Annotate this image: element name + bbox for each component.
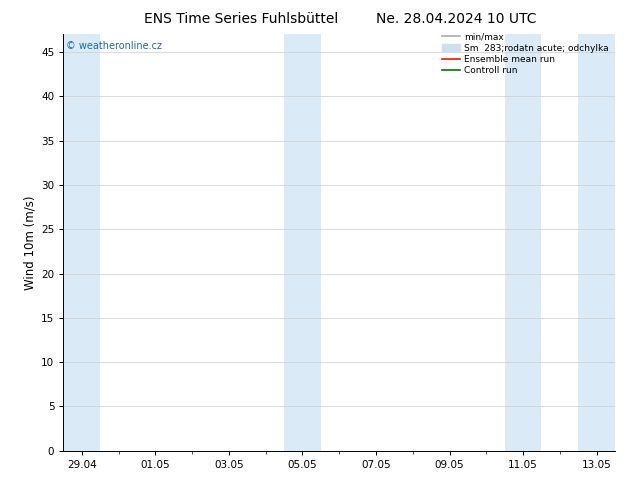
Bar	[578, 34, 615, 451]
Text: © weatheronline.cz: © weatheronline.cz	[66, 41, 162, 50]
Bar	[63, 34, 100, 451]
Y-axis label: Wind 10m (m/s): Wind 10m (m/s)	[24, 196, 37, 290]
Text: ENS Time Series Fuhlsbüttel: ENS Time Series Fuhlsbüttel	[144, 12, 338, 26]
Bar	[284, 34, 321, 451]
Text: Ne. 28.04.2024 10 UTC: Ne. 28.04.2024 10 UTC	[376, 12, 537, 26]
Legend: min/max, Sm  283;rodatn acute; odchylka, Ensemble mean run, Controll run: min/max, Sm 283;rodatn acute; odchylka, …	[441, 30, 611, 77]
Bar	[505, 34, 541, 451]
